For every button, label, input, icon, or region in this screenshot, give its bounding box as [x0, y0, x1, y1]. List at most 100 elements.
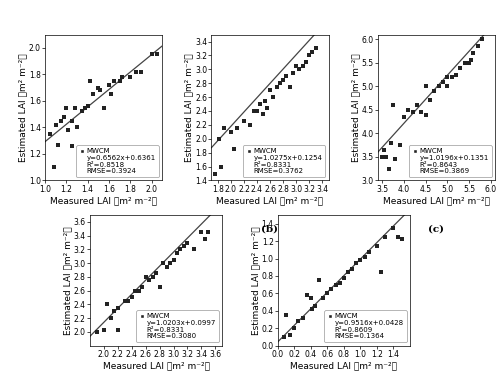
Point — [280, 334, 288, 340]
Point — [328, 286, 336, 292]
Y-axis label: Estimated LAI （m² m⁻²）: Estimated LAI （m² m⁻²） — [64, 226, 72, 334]
Point — [162, 263, 170, 270]
Point — [256, 101, 264, 107]
Point — [282, 73, 290, 79]
Point — [170, 257, 177, 263]
Point — [250, 108, 258, 114]
Point — [348, 266, 356, 272]
Point — [332, 281, 340, 288]
Point — [148, 51, 156, 58]
Point — [352, 260, 360, 266]
Point — [434, 83, 442, 89]
Point — [282, 312, 290, 318]
Point — [382, 154, 390, 160]
Point — [391, 156, 399, 162]
Point — [305, 52, 313, 58]
Point — [84, 103, 92, 109]
Point — [266, 87, 274, 93]
Point — [389, 102, 397, 108]
Point — [387, 140, 395, 146]
Point — [478, 36, 486, 42]
Point — [308, 49, 316, 55]
Point — [86, 78, 94, 84]
Point — [68, 143, 76, 149]
Point — [390, 225, 398, 231]
X-axis label: Measured LAI （m² m⁻²）: Measured LAI （m² m⁻²） — [216, 197, 324, 205]
Point — [474, 43, 482, 50]
Point — [68, 118, 76, 124]
Point — [396, 142, 404, 148]
Point — [142, 274, 150, 280]
Point — [307, 295, 315, 301]
Point — [311, 303, 319, 310]
Point — [426, 98, 434, 104]
Point — [110, 78, 118, 84]
Point — [279, 77, 287, 83]
Point — [296, 66, 304, 72]
Point — [198, 229, 205, 235]
Point — [315, 277, 323, 283]
Point — [148, 274, 156, 280]
Legend: MWCM, y=1.0196x+0.1351, R²=0.8643, RMSE=0.3869: MWCM, y=1.0196x+0.1351, R²=0.8643, RMSE=… — [409, 146, 492, 177]
Point — [319, 295, 327, 301]
Point — [153, 51, 161, 58]
Point — [422, 111, 430, 118]
Point — [152, 270, 160, 276]
Point — [230, 146, 238, 152]
Text: (c): (c) — [428, 224, 444, 233]
Point — [204, 229, 212, 235]
Y-axis label: Estimated LAI （m² m⁻²）: Estimated LAI （m² m⁻²） — [251, 226, 260, 334]
Point — [302, 292, 310, 298]
Point — [176, 246, 184, 252]
Legend: MWCM, y=0.6562x+0.6361, R²=0.8518, RMSE=0.3924: MWCM, y=0.6562x+0.6361, R²=0.8518, RMSE=… — [76, 146, 158, 177]
Point — [373, 242, 381, 248]
Point — [94, 84, 102, 91]
Text: (a): (a) — [96, 224, 112, 233]
Point — [190, 246, 198, 252]
Point — [460, 60, 468, 66]
Legend: MWCM, y=1.0275x+0.1254, R²=0.8331, RMSE=0.3762: MWCM, y=1.0275x+0.1254, R²=0.8331, RMSE=… — [243, 146, 325, 177]
Point — [465, 60, 473, 66]
Point — [253, 108, 261, 114]
Point — [104, 301, 112, 308]
Point — [110, 308, 118, 314]
Point — [210, 170, 218, 177]
Point — [378, 154, 386, 160]
Point — [276, 80, 284, 86]
Point — [166, 260, 174, 266]
Point — [82, 104, 90, 111]
Point — [470, 50, 478, 56]
Point — [261, 98, 269, 104]
Point — [107, 315, 115, 321]
Point — [294, 318, 302, 324]
Point — [105, 82, 113, 88]
Y-axis label: Estimated LAI （m² m⁻²）: Estimated LAI （m² m⁻²） — [351, 53, 360, 162]
Y-axis label: Estimated LAI （m² m⁻²）: Estimated LAI （m² m⁻²） — [18, 53, 28, 162]
Point — [107, 91, 115, 97]
Point — [46, 131, 54, 137]
Point — [272, 84, 280, 90]
Point — [100, 104, 108, 111]
Point — [159, 260, 167, 266]
Point — [145, 277, 153, 283]
Point — [64, 127, 72, 133]
Point — [286, 84, 294, 90]
Y-axis label: Estimated LAI （m² m⁻²）: Estimated LAI （m² m⁻²） — [184, 53, 194, 162]
Point — [417, 109, 425, 115]
Point — [156, 284, 164, 290]
Point — [227, 129, 235, 135]
Point — [377, 268, 385, 275]
Point — [380, 147, 388, 153]
Point — [180, 243, 188, 249]
Point — [132, 69, 140, 75]
Legend: MWCM, y=1.0203x+0.0997, R²=0.8331, RMSE=0.3080: MWCM, y=1.0203x+0.0997, R²=0.8331, RMSE=… — [136, 311, 219, 342]
Point — [173, 250, 181, 256]
Point — [215, 136, 223, 142]
Point — [260, 111, 268, 118]
Point — [100, 328, 108, 334]
Point — [131, 288, 139, 294]
X-axis label: Measured LAI （m² m⁻²）: Measured LAI （m² m⁻²） — [102, 362, 210, 371]
Point — [201, 236, 209, 242]
Point — [137, 69, 145, 75]
Point — [96, 87, 104, 93]
